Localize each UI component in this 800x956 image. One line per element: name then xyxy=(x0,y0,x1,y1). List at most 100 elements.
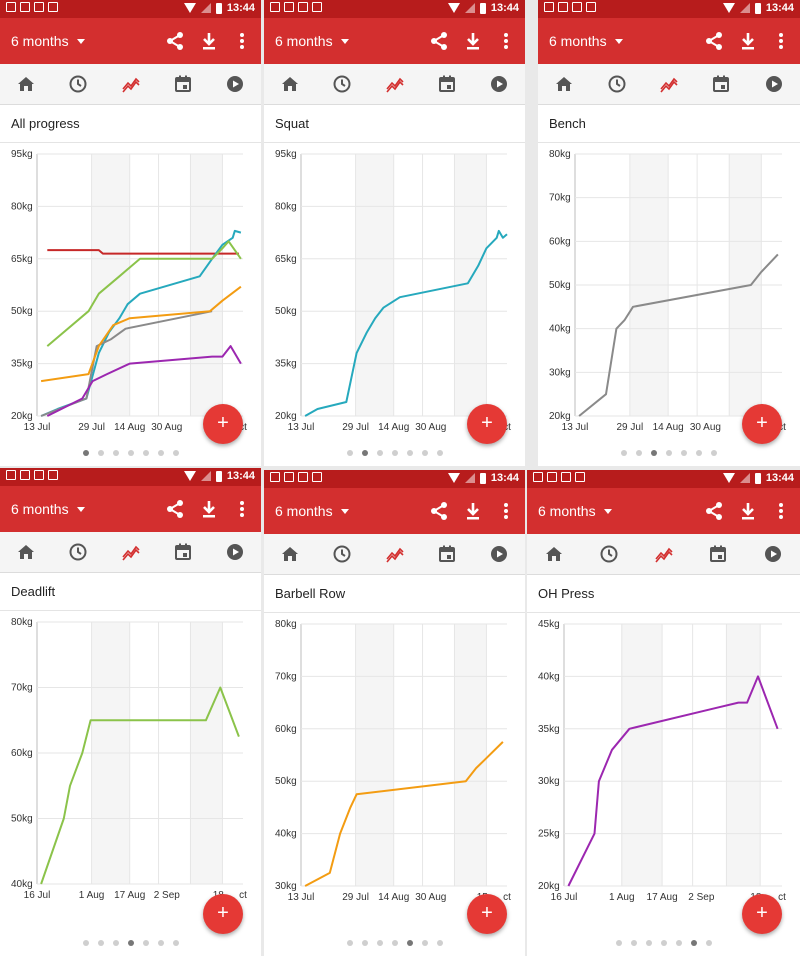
page-dot[interactable] xyxy=(705,940,712,946)
page-dot[interactable] xyxy=(696,450,702,456)
page-dot[interactable] xyxy=(127,450,134,456)
more-vert-icon[interactable] xyxy=(495,30,517,52)
home-icon[interactable] xyxy=(543,543,565,565)
add-fab-button[interactable]: + xyxy=(467,894,507,934)
home-icon[interactable] xyxy=(15,541,37,563)
page-dot[interactable] xyxy=(142,940,149,946)
clock-icon[interactable] xyxy=(606,73,628,95)
more-vert-icon[interactable] xyxy=(231,498,253,520)
page-dot[interactable] xyxy=(346,450,353,456)
period-dropdown[interactable]: 6 months xyxy=(538,503,612,519)
period-dropdown[interactable]: 6 months xyxy=(11,33,85,49)
clock-icon[interactable] xyxy=(331,73,353,95)
share-icon[interactable] xyxy=(164,498,186,520)
page-dot[interactable] xyxy=(112,450,119,456)
clock-icon[interactable] xyxy=(67,73,89,95)
page-dot[interactable] xyxy=(675,940,682,946)
more-vert-icon[interactable] xyxy=(770,500,792,522)
page-dot[interactable] xyxy=(651,450,657,456)
more-vert-icon[interactable] xyxy=(495,500,517,522)
page-dot[interactable] xyxy=(97,450,104,456)
download-icon[interactable] xyxy=(737,30,759,52)
page-dot[interactable] xyxy=(172,940,179,946)
download-icon[interactable] xyxy=(198,498,220,520)
page-dot[interactable] xyxy=(436,450,443,456)
page-dot[interactable] xyxy=(157,940,164,946)
calendar-icon[interactable] xyxy=(707,543,729,565)
share-icon[interactable] xyxy=(703,500,725,522)
page-dot[interactable] xyxy=(406,450,413,456)
play-icon[interactable] xyxy=(488,73,510,95)
page-dot[interactable] xyxy=(406,940,413,946)
home-icon[interactable] xyxy=(279,543,301,565)
page-dot[interactable] xyxy=(421,450,428,456)
download-icon[interactable] xyxy=(462,30,484,52)
page-dot[interactable] xyxy=(361,450,368,456)
page-dot[interactable] xyxy=(142,450,149,456)
more-vert-icon[interactable] xyxy=(770,30,792,52)
page-dot[interactable] xyxy=(711,450,717,456)
period-dropdown[interactable]: 6 months xyxy=(11,501,85,517)
add-fab-button[interactable]: + xyxy=(467,404,507,444)
calendar-icon[interactable] xyxy=(172,73,194,95)
share-icon[interactable] xyxy=(428,500,450,522)
page-dot[interactable] xyxy=(346,940,353,946)
download-icon[interactable] xyxy=(198,30,220,52)
page-dot[interactable] xyxy=(621,450,627,456)
calendar-icon[interactable] xyxy=(436,543,458,565)
download-icon[interactable] xyxy=(462,500,484,522)
clock-icon[interactable] xyxy=(331,543,353,565)
page-dot[interactable] xyxy=(636,450,642,456)
progress-icon[interactable] xyxy=(120,73,142,95)
add-fab-button[interactable]: + xyxy=(203,894,243,934)
page-dot[interactable] xyxy=(391,450,398,456)
home-icon[interactable] xyxy=(553,73,575,95)
page-dot[interactable] xyxy=(690,940,697,946)
page-dot[interactable] xyxy=(112,940,119,946)
page-dot[interactable] xyxy=(376,940,383,946)
calendar-icon[interactable] xyxy=(710,73,732,95)
play-icon[interactable] xyxy=(224,541,246,563)
progress-icon[interactable] xyxy=(384,543,406,565)
calendar-icon[interactable] xyxy=(436,73,458,95)
page-dot[interactable] xyxy=(391,940,398,946)
page-dot[interactable] xyxy=(157,450,164,456)
period-dropdown[interactable]: 6 months xyxy=(275,503,349,519)
period-dropdown[interactable]: 6 months xyxy=(549,33,623,49)
play-icon[interactable] xyxy=(488,543,510,565)
clock-icon[interactable] xyxy=(67,541,89,563)
clock-icon[interactable] xyxy=(598,543,620,565)
page-dot[interactable] xyxy=(436,940,443,946)
page-dot[interactable] xyxy=(681,450,687,456)
more-vert-icon[interactable] xyxy=(231,30,253,52)
page-dot[interactable] xyxy=(172,450,179,456)
share-icon[interactable] xyxy=(703,30,725,52)
page-dot[interactable] xyxy=(660,940,667,946)
page-dot[interactable] xyxy=(82,450,89,456)
page-dot[interactable] xyxy=(645,940,652,946)
home-icon[interactable] xyxy=(15,73,37,95)
page-dot[interactable] xyxy=(615,940,622,946)
page-dot[interactable] xyxy=(421,940,428,946)
page-dot[interactable] xyxy=(666,450,672,456)
add-fab-button[interactable]: + xyxy=(742,404,782,444)
period-dropdown[interactable]: 6 months xyxy=(275,33,349,49)
download-icon[interactable] xyxy=(737,500,759,522)
calendar-icon[interactable] xyxy=(172,541,194,563)
page-dot[interactable] xyxy=(630,940,637,946)
progress-icon[interactable] xyxy=(120,541,142,563)
page-dot[interactable] xyxy=(82,940,89,946)
page-dot[interactable] xyxy=(361,940,368,946)
page-dot[interactable] xyxy=(97,940,104,946)
share-icon[interactable] xyxy=(428,30,450,52)
home-icon[interactable] xyxy=(279,73,301,95)
add-fab-button[interactable]: + xyxy=(203,404,243,444)
progress-icon[interactable] xyxy=(384,73,406,95)
play-icon[interactable] xyxy=(224,73,246,95)
page-dot[interactable] xyxy=(376,450,383,456)
play-icon[interactable] xyxy=(763,73,785,95)
share-icon[interactable] xyxy=(164,30,186,52)
progress-icon[interactable] xyxy=(658,73,680,95)
play-icon[interactable] xyxy=(762,543,784,565)
progress-icon[interactable] xyxy=(653,543,675,565)
